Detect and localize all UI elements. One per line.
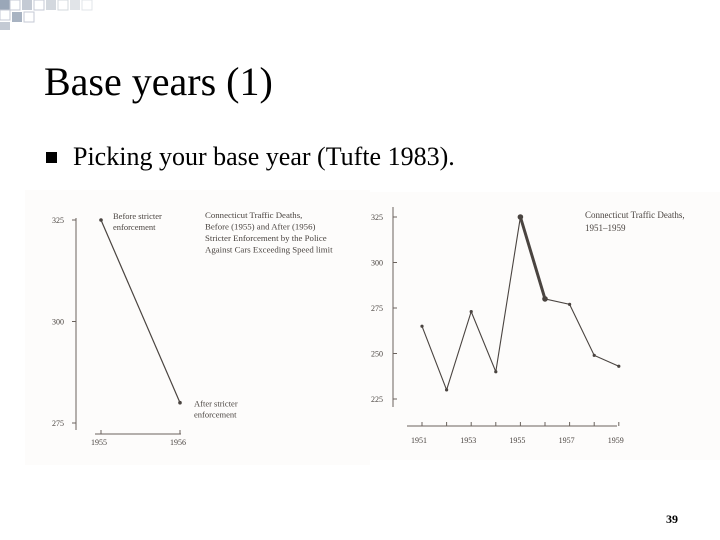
series-line: [421, 216, 620, 392]
y-tick-label: 325: [52, 216, 64, 225]
x-tick-label: 1951: [411, 436, 427, 445]
data-point: [445, 388, 449, 392]
data-point: [420, 324, 424, 328]
chart-title-line: 1951–1959: [585, 223, 626, 233]
bullet-square-icon: [46, 152, 57, 163]
y-tick-label: 300: [371, 259, 383, 268]
chart-title-line: Connecticut Traffic Deaths,: [205, 210, 302, 220]
y-tick-label: 275: [371, 304, 383, 313]
chart-title-line: Against Cars Exceeding Speed limit: [205, 245, 333, 255]
annotation-after-line1: After stricter: [194, 399, 238, 409]
x-tick-label: 1959: [608, 436, 624, 445]
slide-title: Base years (1): [44, 59, 273, 104]
chart-title-line: Stricter Enforcement by the Police: [205, 233, 327, 243]
corner-decoration: [0, 0, 93, 30]
data-point: [617, 364, 621, 368]
data-point: [99, 218, 103, 222]
chart-time-series-svg: 325 300 275 250 225 1951 1953 1955 1957 1959 Conne…: [371, 207, 685, 445]
chart-before-after: 325 300 275 1955 1956 Before stricter enforcem…: [25, 190, 370, 465]
chart-time-series: 325 300 275 250 225 1951 1953 1955 1957 1959 Conne…: [352, 192, 720, 460]
highlight-segment: [518, 216, 547, 300]
bullet-text: Picking your base year (Tufte 1983).: [73, 142, 455, 171]
page-number: 39: [666, 512, 678, 526]
data-point: [469, 310, 473, 314]
data-point: [517, 214, 524, 220]
x-tick-label: 1956: [170, 438, 186, 447]
y-tick-label: 300: [52, 318, 64, 327]
data-point: [494, 370, 498, 374]
y-tick-label: 325: [371, 213, 383, 222]
y-tick-label: 275: [52, 419, 64, 428]
x-tick-label: 1955: [91, 438, 107, 447]
chart-title-line: Before (1955) and After (1956): [205, 222, 315, 232]
data-point: [178, 400, 182, 405]
data-point: [568, 302, 572, 306]
series-line: [100, 219, 181, 403]
y-tick-label: 250: [371, 350, 383, 359]
data-point: [592, 353, 596, 357]
x-tick-label: 1955: [509, 436, 525, 445]
y-tick-label: 225: [371, 395, 383, 404]
chart-title-line: Connecticut Traffic Deaths,: [585, 210, 685, 220]
x-tick-label: 1953: [460, 436, 476, 445]
x-tick-label: 1957: [559, 436, 575, 445]
data-point: [542, 296, 548, 302]
annotation-before-line1: Before stricter: [113, 211, 162, 221]
annotation-before-line2: enforcement: [113, 222, 156, 232]
annotation-after-line2: enforcement: [194, 410, 237, 420]
